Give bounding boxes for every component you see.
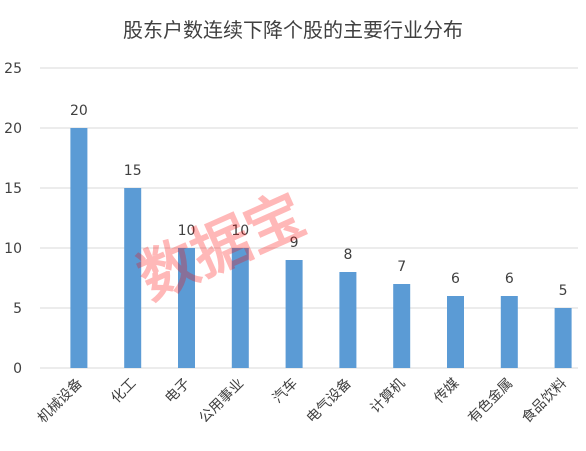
- data-label: 6: [505, 271, 514, 287]
- y-tick-label: 0: [13, 361, 22, 377]
- bar: [231, 248, 249, 368]
- bar: [393, 284, 411, 368]
- category-label: 化工: [108, 376, 139, 407]
- y-axis-ticks: 0 5 10 15 20 25: [4, 61, 22, 377]
- data-label: 5: [559, 283, 568, 299]
- category-label: 计算机: [368, 376, 409, 417]
- y-tick-label: 15: [4, 181, 22, 197]
- data-label: 15: [124, 163, 142, 179]
- category-label: 电子: [162, 376, 193, 407]
- bar: [554, 308, 572, 368]
- chart-title: 股东户数连续下降个股的主要行业分布: [123, 18, 463, 42]
- category-label: 机械设备: [34, 375, 86, 427]
- bar: [70, 128, 88, 368]
- data-label: 7: [397, 259, 406, 275]
- bar: [447, 296, 464, 368]
- y-tick-label: 20: [4, 121, 22, 137]
- bar: [124, 188, 142, 368]
- y-tick-label: 10: [4, 241, 22, 257]
- category-label: 传媒: [431, 376, 462, 407]
- bar: [339, 272, 357, 368]
- category-label: 食品饮料: [518, 375, 570, 427]
- x-axis-categories: 机械设备 化工 电子 公用事业 汽车 电气设备 计算机 传媒 有色金属 食品饮料: [34, 375, 570, 427]
- y-tick-label: 5: [13, 301, 22, 317]
- bar: [500, 296, 518, 368]
- category-label: 公用事业: [196, 376, 247, 427]
- bars: [70, 128, 572, 368]
- y-tick-label: 25: [4, 61, 22, 77]
- data-label: 9: [290, 235, 299, 251]
- bar: [178, 248, 195, 368]
- data-labels: 20 15 10 10 9 8 7 6 6 5: [70, 103, 568, 299]
- gridlines: [40, 67, 578, 369]
- data-label: 20: [70, 103, 88, 119]
- bar: [285, 260, 303, 368]
- category-label: 有色金属: [465, 375, 517, 427]
- data-label: 6: [451, 271, 460, 287]
- data-label: 10: [231, 223, 249, 239]
- category-label: 电气设备: [303, 375, 355, 427]
- data-label: 10: [178, 223, 196, 239]
- data-label: 8: [343, 247, 352, 263]
- category-label: 汽车: [269, 375, 301, 407]
